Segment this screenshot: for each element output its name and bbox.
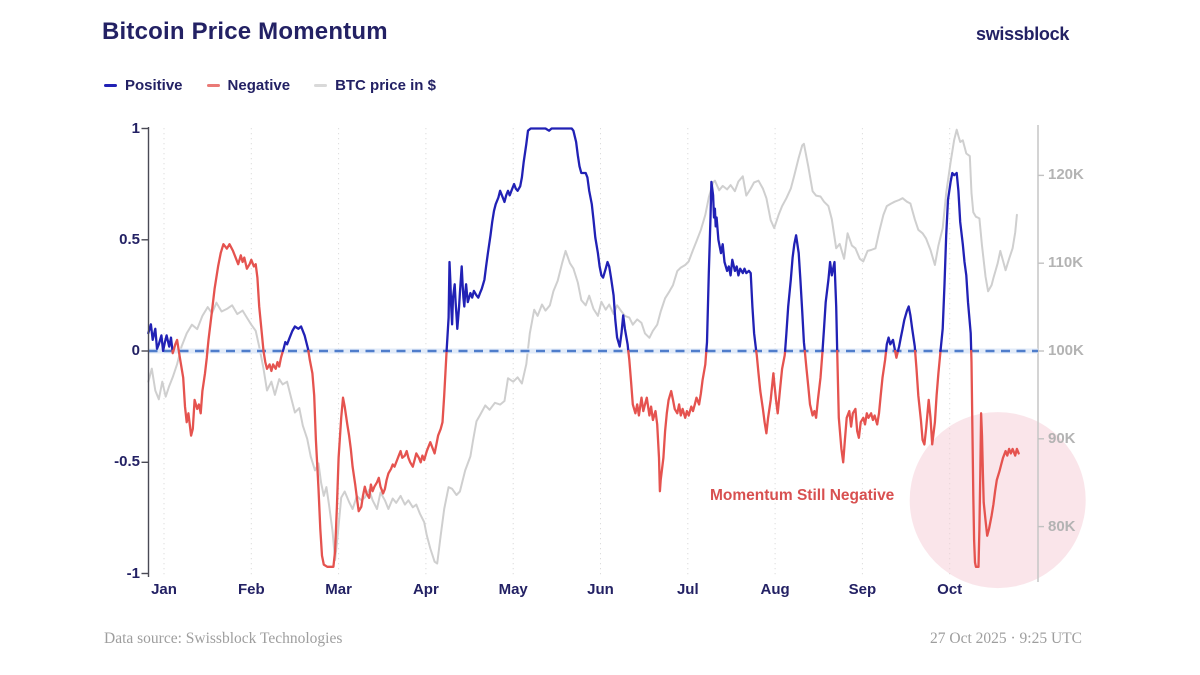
- momentum-positive-segment: [783, 234, 806, 353]
- x-tick-label-sep: Sep: [848, 581, 877, 598]
- momentum-annotation: Momentum Still Negative: [710, 487, 895, 504]
- momentum-negative-segment: [755, 349, 787, 435]
- y-left-tick-label: 1: [131, 119, 140, 137]
- y-left-tick-label: -0.5: [114, 453, 140, 471]
- data-source: Data source: Swissblock Technologies: [104, 630, 343, 647]
- legend: Positive Negative BTC price in $: [104, 77, 436, 94]
- x-tick-label-apr: Apr: [412, 581, 439, 598]
- page-title: Bitcoin Price Momentum: [102, 18, 388, 45]
- momentum-negative-segment: [893, 349, 900, 359]
- legend-label: Positive: [125, 77, 183, 94]
- x-tick-label-mar: Mar: [325, 581, 352, 598]
- y-right-tick-label: 120K: [1048, 166, 1084, 184]
- btc-price-line: [147, 128, 1018, 565]
- momentum-negative-segment: [627, 349, 708, 493]
- x-tick-label-aug: Aug: [760, 581, 790, 598]
- y-right-tick-label: 100K: [1048, 342, 1084, 359]
- momentum-negative-segment: [206, 243, 285, 373]
- momentum-negative-segment: [307, 349, 448, 568]
- x-tick-label-jul: Jul: [676, 581, 699, 598]
- legend-label: BTC price in $: [335, 77, 436, 94]
- momentum-positive-segment: [281, 325, 310, 353]
- momentum-positive-segment: [884, 336, 897, 353]
- y-right-tick-label: 80K: [1048, 517, 1076, 535]
- legend-item-negative: Negative: [206, 77, 291, 94]
- momentum-positive-segment: [445, 127, 630, 353]
- momentum-positive-segment: [147, 323, 174, 353]
- momentum-negative-segment: [913, 349, 942, 446]
- momentum-negative-segment: [970, 349, 1020, 568]
- y-right-tick-label: 110K: [1048, 254, 1084, 272]
- legend-label: Negative: [227, 77, 291, 94]
- momentum-positive-segment: [939, 171, 973, 353]
- legend-dash-icon: [314, 84, 328, 87]
- timestamp: 27 Oct 2025 · 9:25 UTC: [930, 630, 1082, 647]
- momentum-negative-segment: [836, 349, 888, 464]
- momentum-positive-segment: [821, 260, 839, 353]
- momentum-positive-segment: [705, 180, 758, 353]
- y-left-tick-label: 0: [131, 342, 140, 359]
- momentum-negative-segment: [172, 338, 209, 437]
- x-tick-label-jun: Jun: [587, 581, 614, 598]
- x-tick-label-oct: Oct: [937, 581, 963, 598]
- legend-dash-icon: [206, 84, 220, 87]
- brand-logo: swissblock: [976, 24, 1070, 44]
- legend-item-positive: Positive: [104, 77, 183, 94]
- legend-item-btc-price-in-: BTC price in $: [314, 77, 436, 94]
- x-tick-label-may: May: [498, 581, 528, 598]
- x-tick-label-jan: Jan: [151, 581, 177, 598]
- momentum-negative-segment: [803, 349, 824, 419]
- y-left-tick-label: -1: [126, 564, 140, 582]
- x-tick-label-feb: Feb: [237, 581, 265, 598]
- y-right-tick-label: 90K: [1048, 429, 1076, 447]
- y-left-tick-label: 0.5: [119, 230, 140, 248]
- highlight-circle: [909, 412, 1086, 589]
- legend-dash-icon: [104, 84, 117, 87]
- momentum-positive-segment: [896, 305, 917, 353]
